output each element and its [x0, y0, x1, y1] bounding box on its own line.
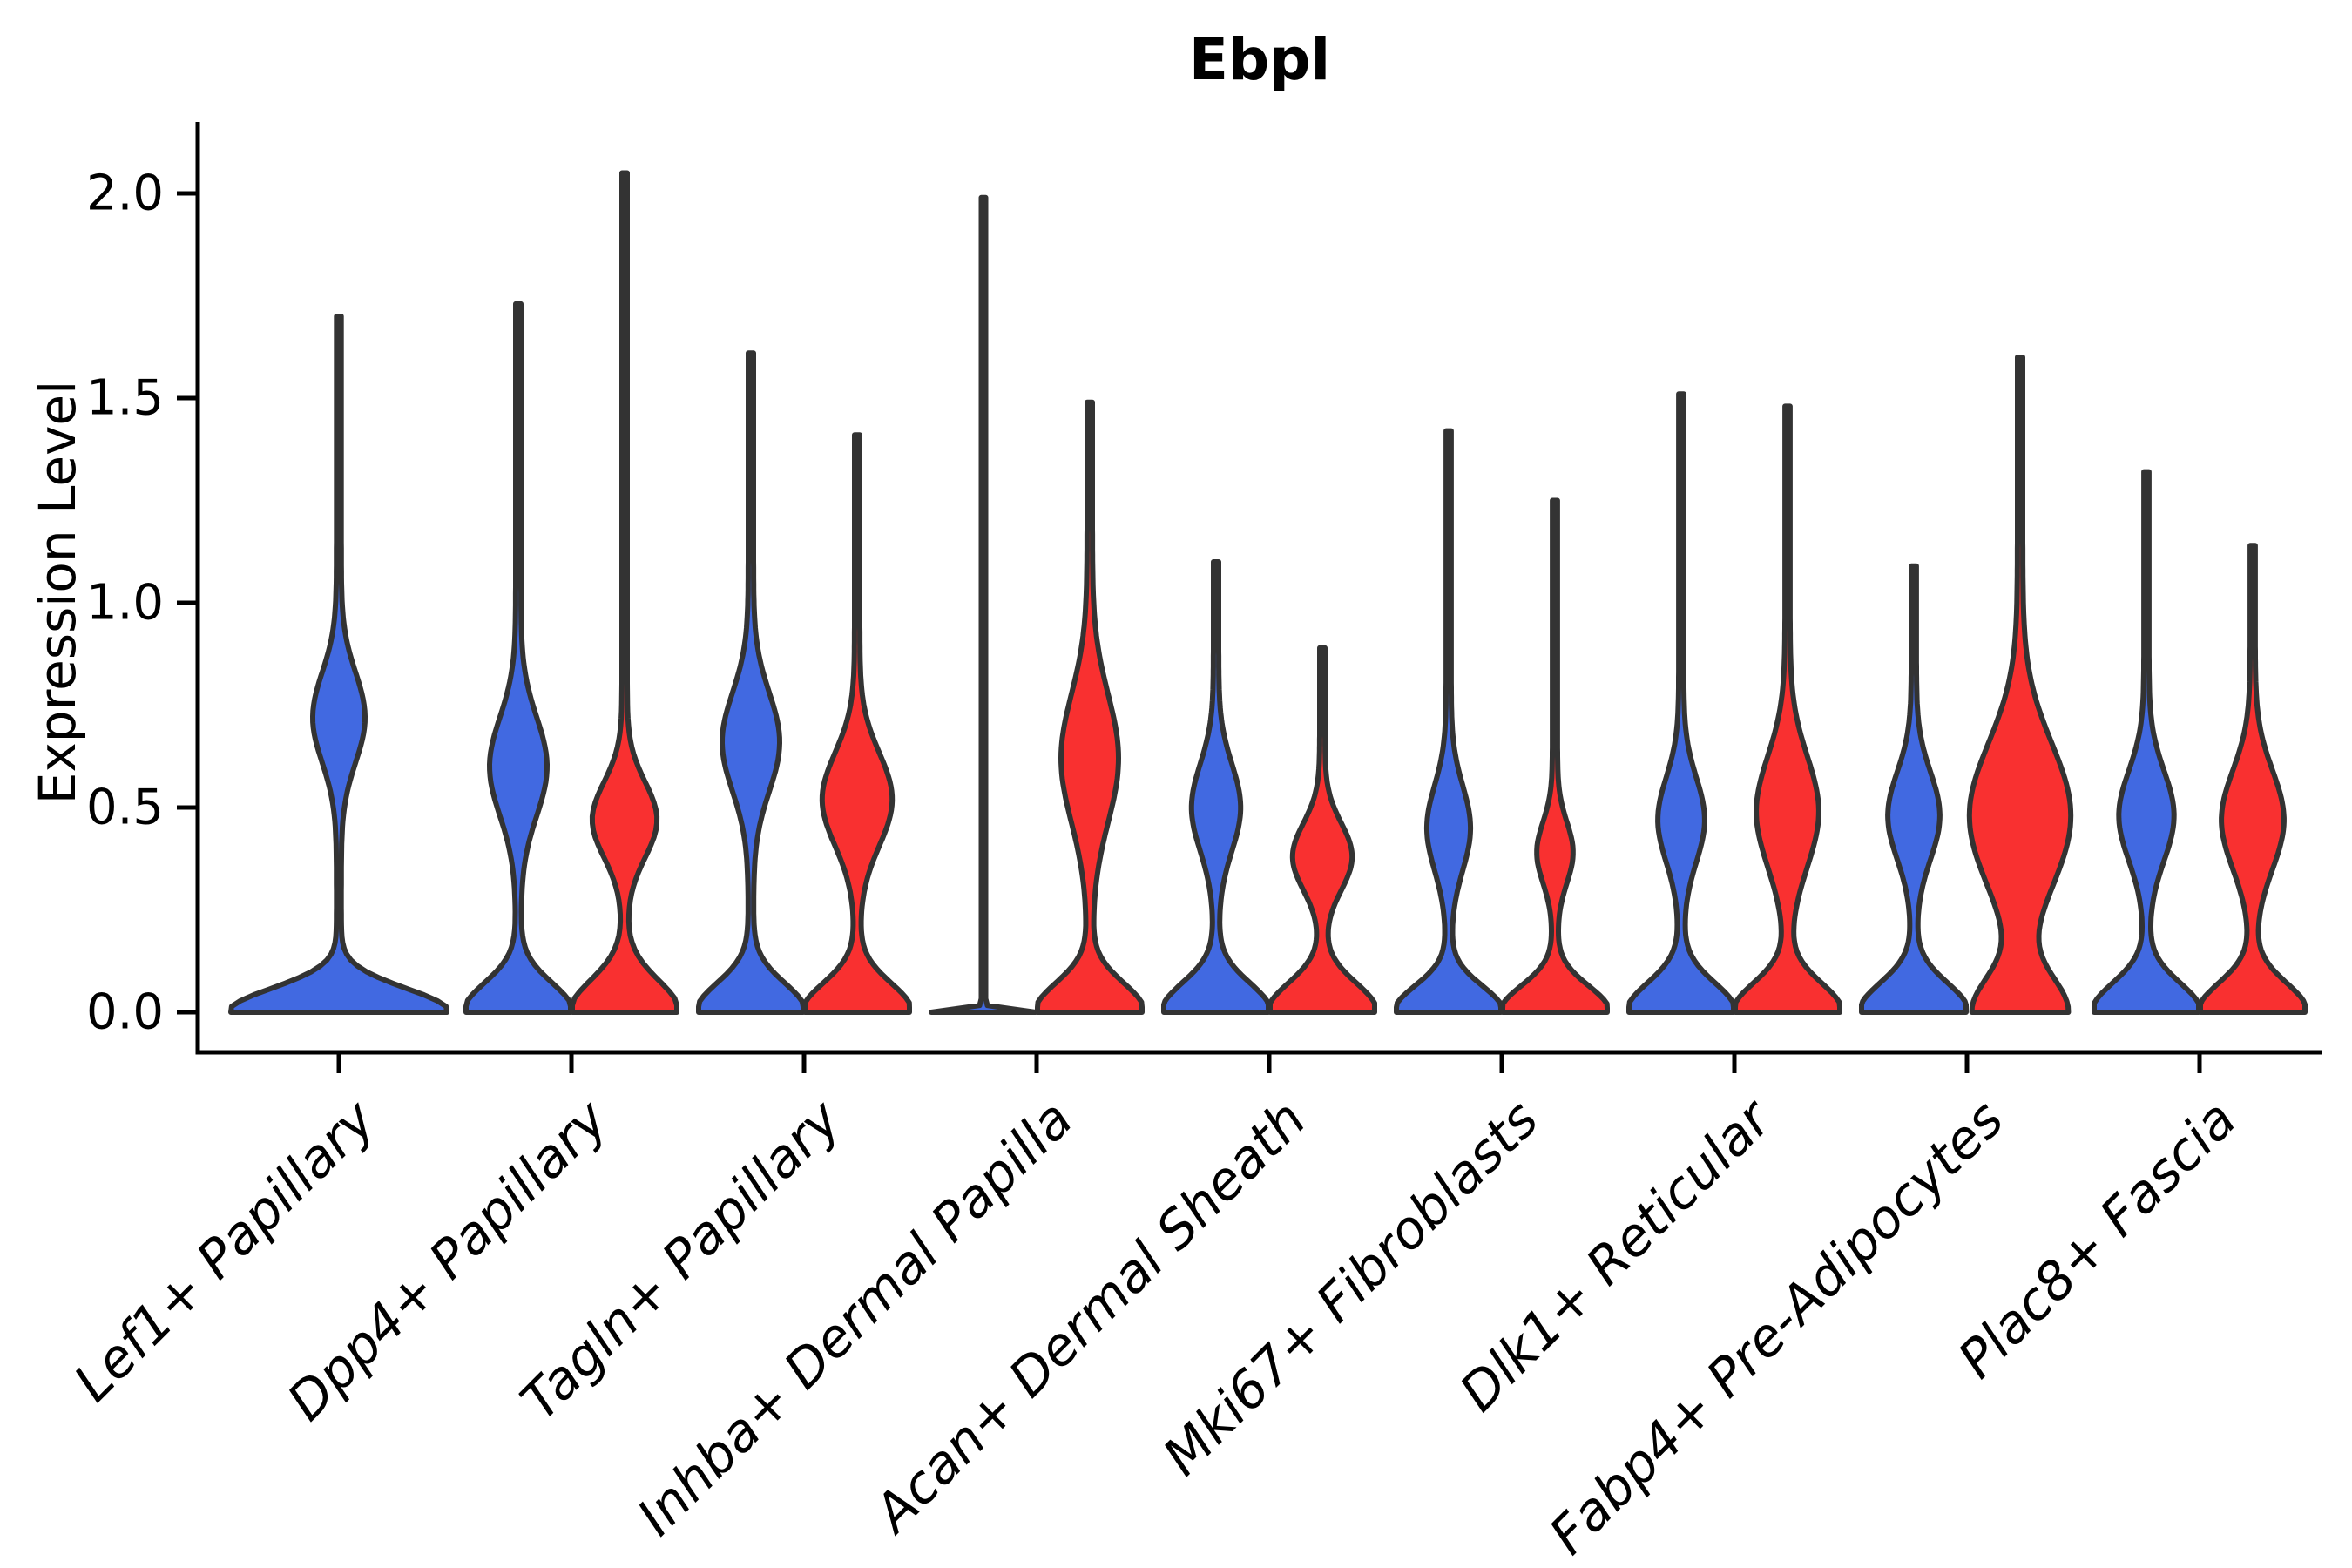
- violin-fabp4-pre-adipocytes-blue: [1859, 563, 1969, 1015]
- page-title: Ebpl: [1188, 26, 1331, 93]
- violin-mki67-fibroblasts-blue: [1394, 428, 1504, 1015]
- violin-fabp4-pre-adipocytes-red: [1966, 355, 2074, 1015]
- violin-tagln-papillary-blue: [696, 350, 806, 1015]
- y-tick-label: 1.5: [85, 369, 164, 427]
- violin-mki67-fibroblasts-red: [1500, 497, 1610, 1015]
- violin-acan-dermal-sheath-red: [1267, 645, 1377, 1015]
- violin-acan-dermal-sheath-blue: [1161, 559, 1271, 1015]
- y-tick-label: 0.5: [85, 779, 164, 836]
- violin-plac8-fascia-blue: [2092, 469, 2201, 1015]
- y-tick-label: 2.0: [85, 165, 164, 222]
- violin-inhba-dermal-papilla-red: [1035, 399, 1145, 1015]
- violin-dlk1-reticular-blue: [1626, 391, 1736, 1015]
- violin-tagln-papillary-red: [802, 432, 912, 1015]
- violin-lef1-papillary-blue: [228, 314, 449, 1015]
- violin-dpp4-papillary-blue: [463, 301, 573, 1015]
- violin-inhba-dermal-papilla-blue: [929, 194, 1038, 1015]
- violin-dpp4-papillary-red: [570, 170, 679, 1015]
- violin-dlk1-reticular-red: [1733, 403, 1842, 1015]
- violin-plac8-fascia-red: [2198, 543, 2308, 1015]
- y-tick-label: 1.0: [85, 574, 164, 632]
- y-tick-label: 0.0: [85, 983, 164, 1041]
